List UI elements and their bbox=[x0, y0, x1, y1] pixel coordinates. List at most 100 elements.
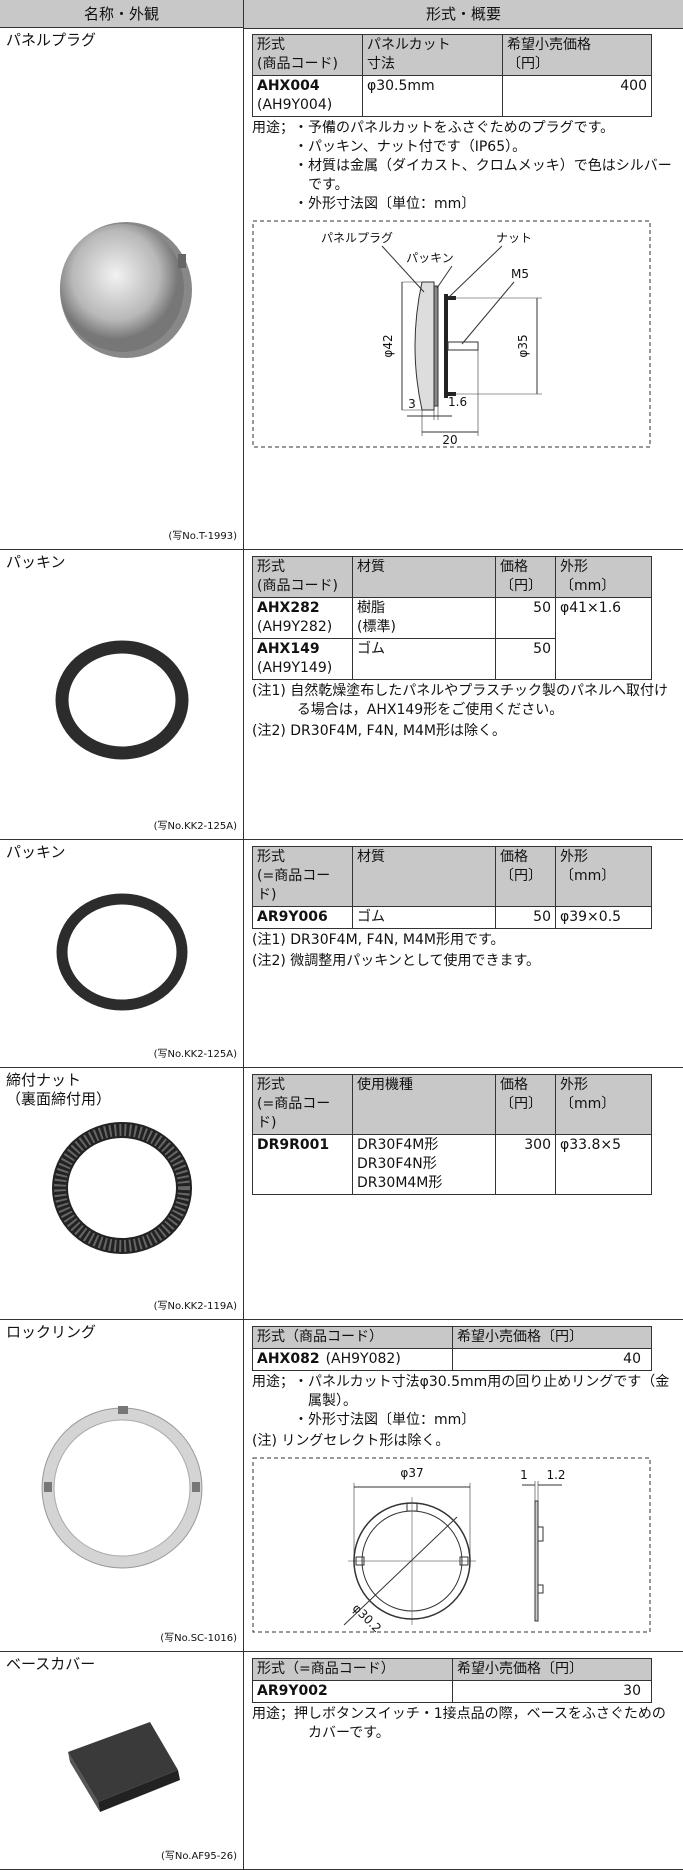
usage-label: 用途； bbox=[252, 120, 294, 136]
product-photo bbox=[41, 1406, 203, 1569]
table-header: 価格 〔円〕 bbox=[495, 846, 556, 907]
table-header: 形式 (商品コード) bbox=[252, 34, 363, 76]
table-header: 材質 bbox=[352, 556, 496, 598]
table-cell: AR9Y006 bbox=[252, 906, 353, 929]
photo-code: (写No.AF95-26) bbox=[160, 1851, 237, 1862]
product-name: ベースカバー bbox=[6, 1655, 96, 1673]
photo-code: (写No.KK2-125A) bbox=[153, 1049, 237, 1060]
photo-code: (写No.SC-1016) bbox=[160, 1633, 237, 1644]
spec-table: 形式 (=商品コード) 材質 価格 〔円〕 外形 〔mm〕 AR9Y006 ゴム 50 φ39×0.… bbox=[252, 846, 652, 929]
spec-cell: 形式 (商品コード) パネルカット 寸法 希望小売価格 〔円〕 AHX004 (AH9Y004… bbox=[244, 28, 683, 549]
cell-line: AHX082 bbox=[257, 1351, 320, 1367]
spec-table: 形式 (商品コード) パネルカット 寸法 希望小売価格 〔円〕 AHX004 (AH9Y004… bbox=[252, 34, 652, 117]
table-row: AHX149 (AH9Y149) ゴム 50 bbox=[252, 638, 652, 680]
diagram-label: φ35 bbox=[516, 334, 530, 357]
header-line: 形式 bbox=[257, 37, 285, 53]
item-row: ロックリング (写No.SC-1016) 形式（商品コード） 希望小売価格〔円〕 AHX… bbox=[0, 1320, 683, 1652]
packing bbox=[433, 285, 439, 407]
cell-line: 50 bbox=[533, 600, 551, 616]
table-cell: DR9R001 bbox=[252, 1134, 353, 1195]
table-header: 希望小売価格〔円〕 bbox=[452, 1326, 652, 1349]
cell-line: AHX004 bbox=[257, 78, 320, 94]
header-line: 材質 bbox=[357, 849, 385, 865]
cell-line: DR30M4M形 bbox=[357, 1175, 443, 1191]
table-cell: AR9Y002 bbox=[252, 1680, 453, 1703]
cell-line: φ33.8×5 bbox=[560, 1137, 622, 1153]
cell-line: 30 bbox=[623, 1683, 641, 1699]
table-cell: AHX082 (AH9Y082) bbox=[252, 1348, 453, 1371]
name-cell: ベースカバー (写No.AF95-26) bbox=[0, 1652, 244, 1869]
stem bbox=[447, 341, 479, 351]
spec-table: 形式 (商品コード) 材質 価格 〔円〕 外形 〔mm〕 AHX282 (AH9Y282) 樹脂(… bbox=[252, 556, 652, 680]
header-name: 名称・外観 bbox=[0, 0, 244, 28]
usage: 用途； 押しボタンスイッチ・1接点品の際，ベースをふさぐためのカバーです。 bbox=[252, 1705, 675, 1743]
side-tab bbox=[537, 1584, 544, 1594]
header-row: 形式 (商品コード) 材質 価格 〔円〕 外形 〔mm〕 bbox=[252, 556, 652, 598]
usage-line: ・パッキン、ナット付です（IP65）。 bbox=[294, 139, 527, 155]
table-header: パネルカット 寸法 bbox=[362, 34, 503, 76]
table-header: 形式 (=商品コード) bbox=[252, 846, 353, 907]
line bbox=[436, 265, 453, 289]
cell-line: (AH9Y082) bbox=[325, 1351, 401, 1367]
product-name: パッキン bbox=[6, 843, 66, 861]
spec-table: 形式（=商品コード） 希望小売価格〔円〕 AR9Y002 30 bbox=[252, 1658, 652, 1703]
usage-line: 押しボタンスイッチ・1接点品の際，ベースをふさぐためのカバーです。 bbox=[294, 1706, 666, 1741]
diagram-label: 1.6 bbox=[448, 395, 467, 409]
product-photo bbox=[52, 1122, 192, 1254]
table-cell: 30 bbox=[452, 1680, 652, 1703]
header-line: 〔円〕 bbox=[500, 1096, 542, 1112]
spec-table: 形式（商品コード） 希望小売価格〔円〕 AHX082 (AH9Y082) 40 bbox=[252, 1326, 652, 1371]
table-cell: φ39×0.5 bbox=[555, 906, 652, 929]
cell-line: 50 bbox=[533, 641, 551, 657]
usage: 用途； ・パネルカット寸法φ30.5mm用の回り止めリングです（金属製）。 ・外形寸… bbox=[252, 1373, 675, 1430]
spec-cell: 形式 (=商品コード) 材質 価格 〔円〕 外形 〔mm〕 AR9Y006 ゴム 50 φ39×0.… bbox=[244, 840, 683, 1067]
note: (注1) DR30F4M, F4N, M4M形用です。 bbox=[252, 932, 505, 948]
header-row: 形式 (=商品コード) 材質 価格 〔円〕 外形〔mm〕 bbox=[252, 846, 652, 907]
header-row: 形式（=商品コード） 希望小売価格〔円〕 bbox=[252, 1658, 652, 1681]
header-line: 形式（=商品コード） bbox=[257, 1661, 395, 1677]
dashed-frame bbox=[252, 220, 651, 448]
item-row: ベースカバー (写No.AF95-26) 形式（=商品コード） 希望小売価格〔円〕 AR… bbox=[0, 1652, 683, 1870]
item-row: 締付ナット （裏面締付用） (写No.KK2-119A) 形式 (=商品コード) 使用機種… bbox=[0, 1068, 683, 1320]
table-cell: 400 bbox=[502, 75, 652, 117]
cell-line: φ41×1.6 bbox=[560, 600, 622, 616]
table-header: 外形 〔mm〕 bbox=[555, 1074, 652, 1135]
product-photo bbox=[56, 893, 188, 1011]
usage-line: ・外形寸法図〔単位：mm〕 bbox=[294, 196, 476, 212]
header-line: 価格 bbox=[500, 849, 528, 865]
header-line: 材質 bbox=[357, 559, 385, 575]
header-line: 価格 bbox=[500, 1077, 528, 1093]
table-cell: AHX282 (AH9Y282) bbox=[252, 597, 353, 639]
note: (注2) DR30F4M, F4N, M4M形は除く。 bbox=[252, 723, 506, 739]
table-cell: DR30F4M形 DR30F4N形 DR30M4M形 bbox=[352, 1134, 496, 1195]
usage-list: 押しボタンスイッチ・1接点品の際，ベースをふさぐためのカバーです。 bbox=[294, 1705, 675, 1743]
table-cell: 40 bbox=[452, 1348, 652, 1371]
header-line: 形式 bbox=[257, 559, 285, 575]
usage-line: ・外形寸法図〔単位：mm〕 bbox=[294, 1412, 476, 1428]
header-line: 外形 bbox=[560, 849, 588, 865]
product-name: パネルプラグ bbox=[6, 31, 97, 49]
table-header: 価格 〔円〕 bbox=[495, 556, 556, 598]
name-cell: ロックリング (写No.SC-1016) bbox=[0, 1320, 244, 1651]
table-header: 形式 (商品コード) bbox=[252, 556, 353, 598]
header-line: 外形 bbox=[560, 1077, 588, 1093]
cell-line: DR9R001 bbox=[257, 1137, 330, 1153]
table-header: 形式（商品コード） bbox=[252, 1326, 453, 1349]
header-line: 〔mm〕 bbox=[560, 868, 616, 884]
photo-code: (写No.T-1993) bbox=[168, 531, 237, 542]
nut bbox=[444, 294, 448, 398]
name-cell: パッキン (写No.KK2-125A) bbox=[0, 550, 244, 839]
header-line: 形式 bbox=[257, 849, 285, 865]
cell-line: DR30F4M形 bbox=[357, 1137, 439, 1153]
table-header: 希望小売価格〔円〕 bbox=[452, 1658, 652, 1681]
header-line: 〔mm〕 bbox=[560, 578, 616, 594]
product-name: 締付ナット bbox=[6, 1071, 82, 1089]
cell-line: (AH9Y149) bbox=[257, 660, 333, 676]
diagram-label: φ30.2 bbox=[350, 1601, 384, 1633]
header-line: (=商品コード) bbox=[257, 1096, 331, 1131]
table-header: 外形 〔mm〕 bbox=[555, 556, 652, 598]
header-line: 〔円〕 bbox=[507, 56, 549, 72]
name-cell: パネルプラグ (写No.T-1993) bbox=[0, 28, 244, 549]
